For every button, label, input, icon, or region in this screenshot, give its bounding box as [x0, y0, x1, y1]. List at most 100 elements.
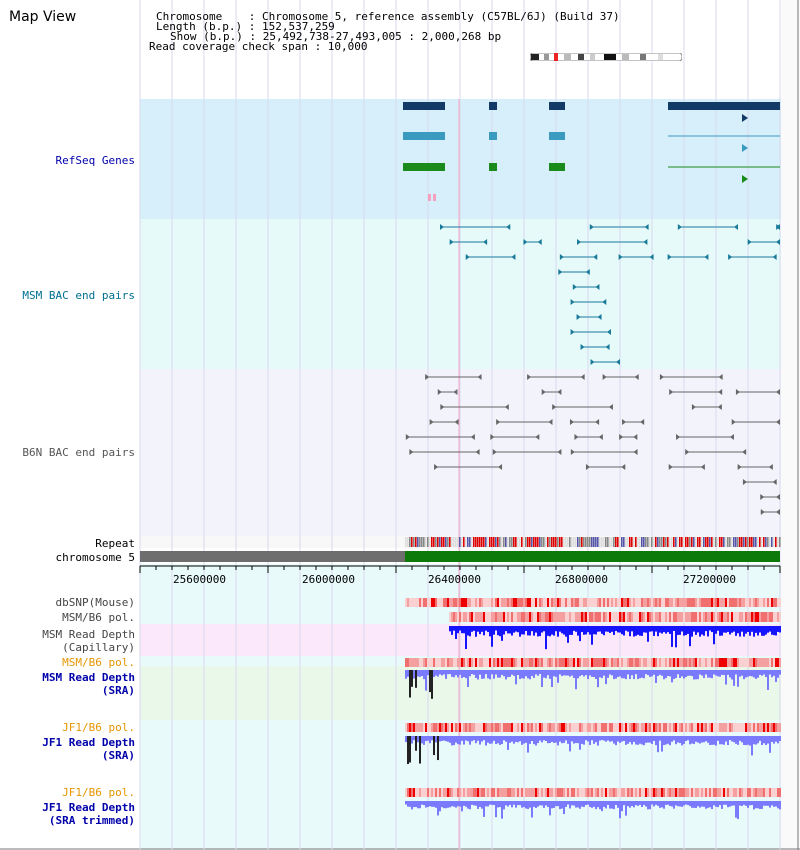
msm-b6-pol-2-strip: [711, 658, 713, 667]
jf1-trim-depth: [469, 801, 471, 810]
jf1-sra-depth: [409, 736, 411, 763]
msm-b6-pol-strip: [543, 612, 545, 622]
track-label-msm-b6-pol-1[interactable]: MSM/B6 pol.: [62, 611, 135, 624]
msm-b6-pol-strip: [613, 612, 615, 622]
jf1-trim-depth: [655, 801, 657, 805]
jf1-b6-pol-2-strip: [517, 788, 519, 797]
track-label-b6n-bac[interactable]: B6N BAC end pairs: [22, 446, 135, 459]
jf1-sra-depth: [651, 736, 653, 744]
chromosome-ideogram[interactable]: [530, 53, 682, 61]
jf1-b6-pol-strip: [767, 723, 769, 732]
repeat-mark: [515, 537, 517, 547]
track-label-msm-b6-pol-2[interactable]: MSM/B6 pol.: [62, 656, 135, 669]
dbsnp-strip: [607, 598, 609, 607]
msm-b6-pol-2-strip: [693, 658, 695, 667]
jf1-sra-depth: [705, 736, 707, 742]
repeat-mark: [637, 537, 639, 547]
msm-bac-pair-end: [649, 254, 654, 260]
msm-sra-depth: [639, 670, 641, 679]
track-label-dbsnp[interactable]: dbSNP(Mouse): [55, 596, 135, 609]
track-label-jf1-b6-pol-1[interactable]: JF1/B6 pol.: [62, 721, 135, 734]
msm-b6-pol-strip: [779, 612, 781, 622]
msm-b6-pol-2-strip: [527, 658, 529, 667]
msm-capillary-depth: [483, 626, 485, 636]
msm-b6-pol-2-strip: [433, 658, 435, 667]
jf1-sra-depth: [423, 736, 425, 745]
dbsnp-strip: [633, 598, 635, 607]
dbsnp-strip: [679, 598, 681, 607]
msm-b6-pol-strip: [773, 612, 775, 622]
repeat-mark: [453, 537, 455, 547]
msm-capillary-depth: [451, 626, 453, 635]
track-label-msm-bac[interactable]: MSM BAC end pairs: [22, 289, 135, 302]
dbsnp-strip: [661, 598, 663, 607]
repeat-mark: [693, 537, 695, 547]
jf1-trim-depth: [477, 801, 479, 809]
repeat-mark: [415, 537, 417, 547]
track-label-chromosome[interactable]: chromosome 5: [55, 551, 135, 564]
msm-b6-pol-strip: [715, 612, 717, 622]
msm-sra-depth: [555, 670, 557, 677]
msm-b6-pol-strip: [775, 612, 777, 622]
jf1-trim-depth: [673, 801, 675, 809]
jf1-trim-depth: [435, 801, 437, 808]
msm-capillary-depth: [537, 626, 539, 637]
jf1-b6-pol-2-strip: [507, 788, 509, 797]
jf1-b6-pol-strip: [527, 723, 529, 732]
msm-b6-pol-strip: [485, 612, 487, 622]
msm-b6-pol-strip: [477, 612, 479, 622]
msm-b6-pol-strip: [457, 612, 459, 622]
dbsnp-strip: [623, 598, 625, 607]
msm-b6-pol-strip: [501, 612, 503, 622]
repeat-mark: [705, 537, 707, 547]
jf1-sra-depth: [563, 736, 565, 743]
dbsnp-strip: [433, 598, 435, 607]
track-label-jf1-b6-pol-2[interactable]: JF1/B6 pol.: [62, 786, 135, 799]
msm-b6-pol-strip: [629, 612, 631, 622]
jf1-b6-pol-strip: [487, 723, 489, 732]
jf1-b6-pol-2-strip: [677, 788, 679, 797]
repeat-mark: [757, 537, 759, 547]
msm-sra-depth: [433, 670, 435, 678]
track-label-refseq[interactable]: RefSeq Genes: [55, 154, 135, 167]
jf1-b6-pol-2-strip: [465, 788, 467, 797]
repeat-mark: [503, 537, 505, 547]
jf1-trim-depth: [521, 801, 523, 808]
track-label-jf1-read-sra[interactable]: JF1 Read Depth: [42, 736, 135, 749]
repeat-mark: [505, 537, 507, 547]
jf1-sra-depth: [461, 736, 463, 741]
repeat-mark: [635, 537, 637, 547]
msm-b6-pol-2-strip: [453, 658, 455, 667]
msm-b6-pol-2-strip: [735, 658, 737, 667]
msm-capillary-depth: [715, 626, 717, 634]
msm-b6-pol-2-strip: [637, 658, 639, 667]
repeat-mark: [655, 537, 657, 547]
msm-bac-pair-end: [602, 299, 607, 305]
msm-b6-pol-2-strip: [629, 658, 631, 667]
track-label-repeat[interactable]: Repeat: [95, 537, 135, 550]
track-label-jf1-trimmed[interactable]: JF1 Read Depth: [42, 801, 135, 814]
jf1-b6-pol-strip: [667, 723, 669, 732]
jf1-sra-depth: [607, 736, 609, 741]
msm-b6-pol-strip: [551, 612, 553, 622]
track-label-msm-read-sra[interactable]: MSM Read Depth: [42, 671, 135, 684]
jf1-b6-pol-2-strip: [467, 788, 469, 797]
jf1-b6-pol-strip: [573, 723, 575, 732]
dbsnp-strip: [505, 598, 507, 607]
dbsnp-strip: [737, 598, 739, 607]
dbsnp-strip: [415, 598, 417, 607]
msm-sra-depth: [485, 670, 487, 675]
dbsnp-strip: [495, 598, 497, 607]
track-label-msm-read-cap[interactable]: MSM Read Depth: [42, 628, 135, 641]
dbsnp-strip: [481, 598, 483, 607]
repeat-mark: [735, 537, 737, 547]
repeat-mark: [673, 537, 675, 547]
msm-sra-depth: [539, 670, 541, 675]
jf1-sra-depth: [547, 736, 549, 744]
repeat-mark: [559, 537, 561, 547]
dbsnp-strip: [685, 598, 687, 607]
dbsnp-strip: [405, 598, 407, 607]
jf1-b6-pol-strip: [725, 723, 727, 732]
jf1-trim-depth: [635, 801, 637, 806]
